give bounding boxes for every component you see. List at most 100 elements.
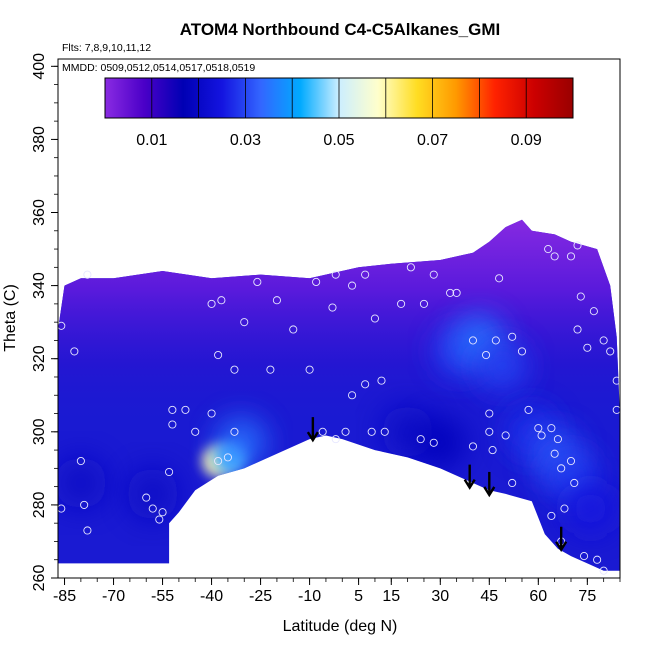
sample-point (537, 431, 546, 440)
sample-point (397, 299, 406, 308)
x-tick-label: 45 (480, 588, 498, 605)
sample-point (272, 296, 281, 305)
arrow (555, 526, 568, 553)
sample-point (367, 427, 376, 436)
sample-point (566, 456, 576, 466)
sample-point (429, 438, 438, 447)
sample-point (83, 270, 92, 279)
sample-point (550, 449, 559, 458)
sample-point (560, 504, 569, 513)
heatmap-upper-band (58, 219, 620, 432)
y-tick-label: 340 (31, 272, 48, 299)
x-tick-label: -10 (298, 588, 321, 605)
flights-label: Flts: 7,8,9,10,11,12 (62, 42, 151, 54)
sample-point (599, 336, 608, 345)
arrow (483, 471, 496, 498)
plume-blob (58, 456, 107, 509)
colorbar-frame (104, 77, 574, 119)
sample-point (553, 435, 562, 444)
sample-point (419, 299, 429, 308)
arrow-head (463, 478, 476, 490)
x-tick-label: -85 (53, 588, 76, 605)
plume-blob (126, 467, 179, 520)
sample-point (446, 288, 455, 297)
sample-point (580, 552, 589, 561)
sample-point (508, 478, 517, 488)
colorbar-tick-label: 0.01 (136, 132, 167, 149)
sample-point (534, 424, 543, 433)
sample-point (217, 296, 226, 305)
y-tick-label: 300 (31, 418, 48, 445)
chart-title: ATOM4 Northbound C4-C5Alkanes_GMI (180, 20, 501, 39)
sample-point (416, 435, 425, 444)
sample-point (557, 464, 566, 473)
sample-point (331, 435, 340, 444)
sample-point (253, 277, 262, 287)
sample-point (214, 350, 223, 360)
sample-point (348, 281, 357, 290)
sample-point (76, 456, 85, 466)
sample-point (547, 511, 556, 520)
upper-gradient (58, 219, 620, 432)
sample-point (589, 307, 598, 316)
sample-point (573, 325, 582, 334)
sample-point (570, 478, 579, 488)
y-tick-label: 280 (31, 491, 48, 518)
x-axis: -85 -70 -55 -40 -25 -10 5 15 30 45 60 75 (53, 578, 621, 605)
sample-point (181, 405, 190, 414)
sample-point (328, 303, 337, 312)
sample-point (380, 427, 389, 436)
sample-point (240, 318, 249, 327)
sample-point (485, 427, 494, 436)
x-tick-label: -70 (102, 588, 125, 605)
sample-point (148, 504, 157, 513)
sample-point (223, 453, 232, 462)
sample-point (305, 365, 314, 374)
sample-point (168, 405, 177, 414)
sample-point (230, 427, 239, 436)
sample-point (481, 350, 491, 360)
colorbar: 0.01 0.03 0.05 0.07 0.09 (104, 77, 574, 149)
sample-point (606, 347, 615, 356)
sample-point (377, 376, 386, 385)
sample-point (517, 347, 527, 356)
sample-point (599, 566, 608, 575)
x-tick-label: 30 (431, 588, 449, 605)
sample-point (331, 270, 340, 279)
arrow-head (555, 541, 568, 553)
sample-point (593, 555, 602, 564)
sample-point (429, 270, 438, 279)
sample-point (207, 299, 216, 308)
sample-point (566, 252, 576, 261)
x-tick-label: 75 (578, 588, 596, 605)
sample-point (544, 245, 553, 254)
arrow (463, 464, 476, 490)
sample-point (191, 427, 200, 436)
sample-point (370, 314, 379, 323)
sample-point (452, 288, 461, 297)
sample-point (348, 391, 357, 400)
colorbar-tick-label: 0.03 (230, 132, 261, 149)
arrow (306, 417, 319, 443)
colorbar-tick-label: 0.05 (323, 132, 354, 149)
sample-point (158, 508, 167, 517)
sample-point (508, 332, 517, 341)
sample-point (524, 405, 533, 414)
sample-point (485, 409, 494, 418)
sample-point (406, 263, 415, 272)
sample-point (547, 424, 556, 433)
sample-point (230, 365, 239, 374)
sample-point (583, 343, 592, 352)
arrow-head (306, 431, 319, 443)
sample-point (155, 515, 164, 524)
sample-point (341, 427, 350, 436)
plume-blob (564, 482, 617, 535)
sample-point (207, 409, 216, 418)
plume-blob (214, 416, 267, 469)
sample-point (168, 420, 177, 429)
sample-point (491, 336, 500, 345)
sample-point (550, 252, 559, 261)
sample-point (488, 446, 497, 455)
colorbar-tick-label: 0.07 (417, 132, 448, 149)
